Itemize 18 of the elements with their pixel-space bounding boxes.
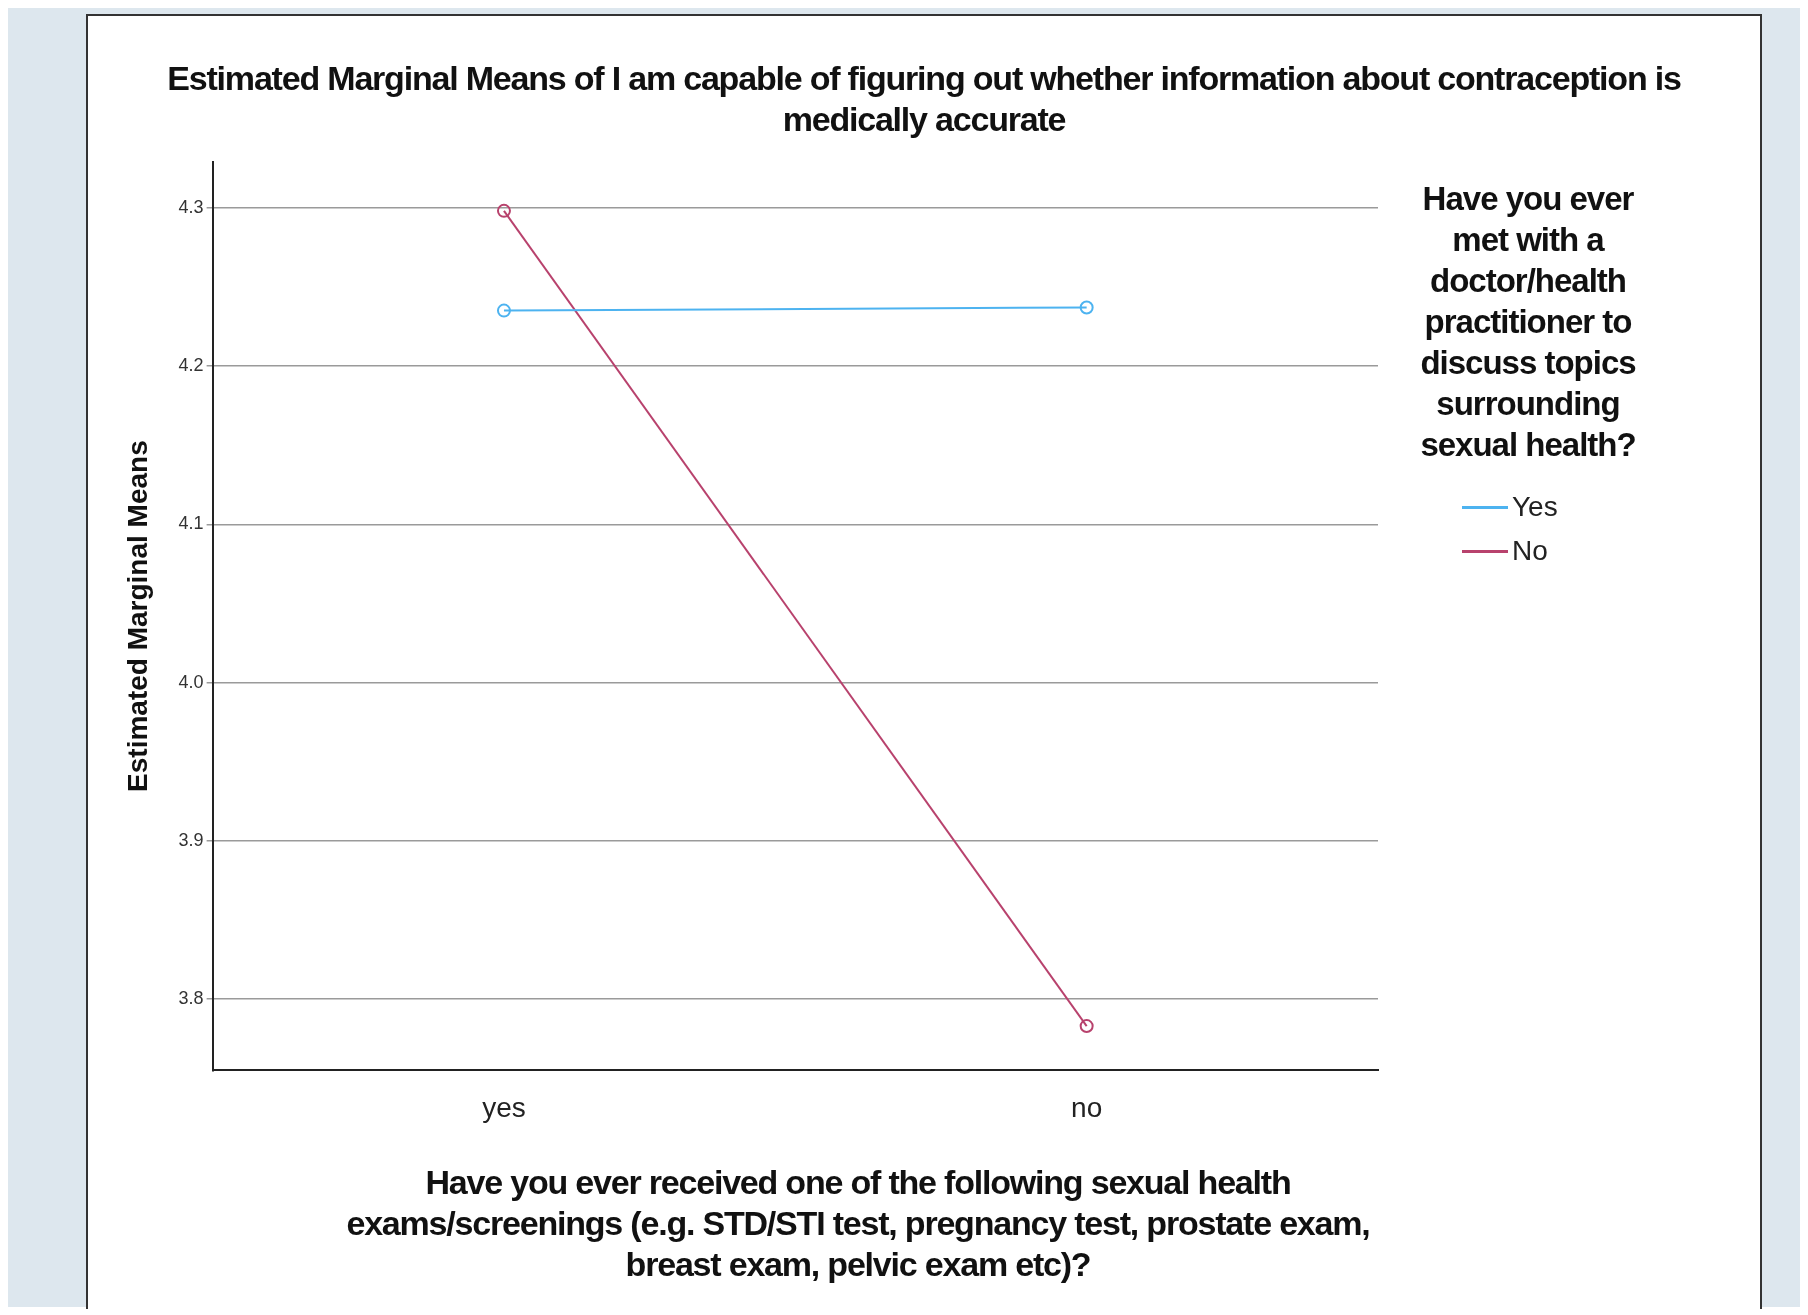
legend-label: Yes <box>1512 491 1558 523</box>
y-tick-label: 4.1 <box>178 513 204 534</box>
chart-title: Estimated Marginal Means of I am capable of figuring out whether information about contraception is medically accurate <box>166 58 1682 140</box>
x-axis-title: Have you ever received one of the following sexual health exams/screenings (e.g. STD/STI test, pregnancy test, prostate exam, breast exam, pelvic exam etc)? <box>345 1162 1371 1285</box>
y-axis-title: Estimated Marginal Means <box>121 440 153 792</box>
legend-label: No <box>1512 535 1548 567</box>
point <box>496 203 511 218</box>
y-tick-label: 3.9 <box>178 829 204 850</box>
y-tick-label: 4.3 <box>178 196 204 217</box>
y-tick-label: 3.8 <box>178 988 204 1009</box>
point <box>1079 1019 1094 1034</box>
y-tick-label: 4.0 <box>178 671 204 692</box>
point <box>496 303 511 318</box>
x-tick-label: no <box>1071 1091 1103 1123</box>
y-tick-label: 4.2 <box>178 354 204 375</box>
x-tick-label: yes <box>482 1091 526 1123</box>
legend-title: Have you ever met with a doctor/health practitioner to discuss topics surrounding sexual health? <box>1419 179 1637 465</box>
point <box>1079 300 1094 315</box>
